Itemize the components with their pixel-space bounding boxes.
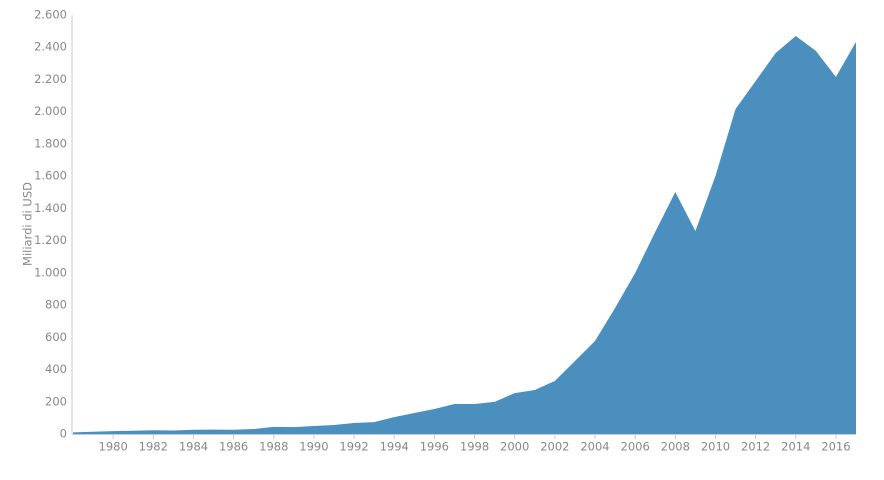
x-tick-label: 1990 — [299, 440, 328, 454]
x-tick-label: 1994 — [380, 440, 409, 454]
x-tick-label: 2014 — [781, 440, 810, 454]
x-tick-label: 1998 — [460, 440, 489, 454]
y-tick-label: 600 — [45, 330, 67, 344]
y-tick-label: 2.400 — [34, 40, 67, 54]
x-tick-label: 2004 — [580, 440, 609, 454]
x-tick-label: 1980 — [99, 440, 128, 454]
y-tick-label: 1.400 — [34, 201, 67, 215]
x-tick-label: 2000 — [500, 440, 529, 454]
x-tick-label: 2008 — [661, 440, 690, 454]
y-tick-label: 0 — [60, 427, 67, 441]
y-tick-label: 200 — [45, 394, 67, 408]
y-tick-label: 2.200 — [34, 72, 67, 86]
x-tick-label: 1996 — [420, 440, 449, 454]
y-tick-label: 800 — [45, 298, 67, 312]
y-tick-label: 1.600 — [34, 169, 67, 183]
x-tick-label: 1982 — [139, 440, 168, 454]
x-tick-label: 1992 — [339, 440, 368, 454]
y-tick-label: 1.000 — [34, 265, 67, 279]
y-tick-label: 2.000 — [34, 104, 67, 118]
y-tick-label: 1.200 — [34, 233, 67, 247]
x-tick-label: 2002 — [540, 440, 569, 454]
x-tick-label: 2010 — [701, 440, 730, 454]
x-tick-label: 2012 — [741, 440, 770, 454]
x-tick-label: 2006 — [621, 440, 650, 454]
y-tick-label: 400 — [45, 362, 67, 376]
x-tick-label: 1988 — [259, 440, 288, 454]
x-tick-label: 1986 — [219, 440, 248, 454]
x-tick-label: 2016 — [821, 440, 850, 454]
y-tick-label: 2.600 — [34, 8, 67, 22]
y-axis-label: Miliardi di USD — [21, 182, 35, 266]
y-tick-label: 1.800 — [34, 136, 67, 150]
area — [73, 35, 856, 434]
x-tick-label: 1984 — [179, 440, 208, 454]
